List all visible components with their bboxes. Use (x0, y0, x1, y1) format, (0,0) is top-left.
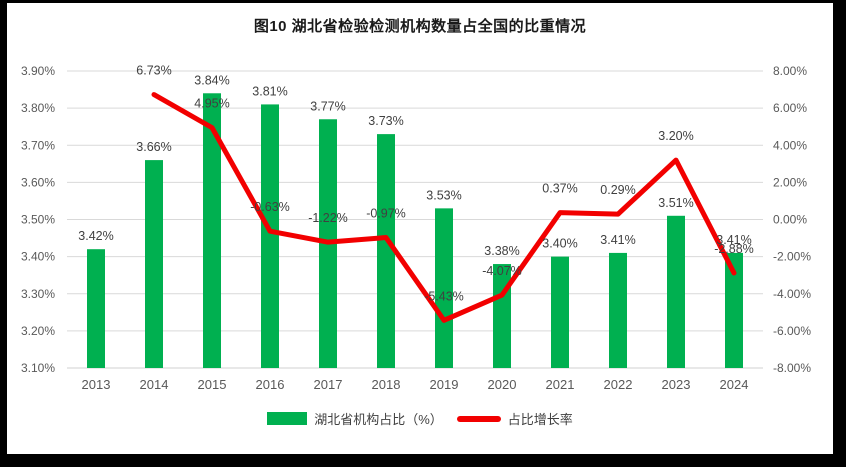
line-series-swatch-icon (456, 415, 501, 422)
right-axis-tick-label: -2.00% (773, 250, 811, 264)
bar (377, 134, 395, 368)
line-value-label: -4.07% (482, 264, 522, 278)
x-axis-year-label: 2021 (546, 377, 575, 392)
bar (609, 252, 627, 368)
right-axis-tick-label: 0.00% (773, 213, 807, 227)
chart-plot: 3.10% 3.20% 3.30% 3.40% 3.50% 3.60% 3.70% 3.80%… (21, 64, 811, 392)
bar-value-label: 3.84% (194, 73, 229, 87)
bar-series-swatch-icon (267, 412, 308, 425)
x-axis-year-label: 2016 (256, 377, 285, 392)
line-value-label: -1.22% (308, 211, 348, 225)
x-axis-year-label: 2020 (488, 377, 517, 392)
x-axis-year-label: 2017 (314, 377, 343, 392)
bar-value-label: 3.53% (426, 188, 461, 202)
bar-value-label: 3.77% (310, 99, 345, 113)
left-axis-tick-label: 3.90% (21, 64, 55, 78)
bar (551, 256, 569, 368)
line-value-label: -0.97% (366, 207, 406, 221)
x-axis-year-label: 2019 (430, 377, 459, 392)
x-axis-year-label: 2024 (720, 377, 749, 392)
bar (725, 252, 743, 368)
left-axis-tick-label: 3.30% (21, 287, 55, 301)
x-axis-year-label: 2023 (662, 377, 691, 392)
bar-value-label: 3.73% (368, 114, 403, 128)
right-axis-tick-label: 4.00% (773, 138, 807, 152)
bar (667, 215, 685, 368)
bar (435, 208, 453, 368)
x-axis-year-label: 2015 (198, 377, 227, 392)
bar (203, 93, 221, 369)
bar-value-label: 3.40% (542, 237, 577, 251)
bar-value-label: 3.42% (78, 229, 113, 243)
x-axis-year-label: 2022 (604, 377, 633, 392)
x-axis-year-label: 2013 (82, 377, 111, 392)
bar-value-label: 3.51% (658, 196, 693, 210)
line-value-label: 3.20% (658, 129, 693, 143)
bar (87, 249, 105, 368)
right-axis-tick-label: 2.00% (773, 175, 807, 189)
line-value-label: 4.95% (194, 97, 229, 111)
left-axis-tick-label: 3.70% (21, 138, 55, 152)
legend-item-bars: 湖北省机构占比（%） (267, 409, 443, 428)
legend-item-line: 占比增长率 (456, 409, 573, 428)
legend: 湖北省机构占比（%） 占比增长率 (7, 409, 833, 428)
growth-line (151, 92, 737, 323)
line-value-label: 0.29% (600, 183, 635, 197)
right-axis-tick-label: -6.00% (773, 324, 811, 338)
bar-value-label: 3.38% (484, 244, 519, 258)
bar-value-label: 3.66% (136, 140, 171, 154)
left-axis-tick-label: 3.50% (21, 213, 55, 227)
x-axis-year-label: 2014 (140, 377, 169, 392)
left-axis-tick-label: 3.40% (21, 250, 55, 264)
left-axis-tick-label: 3.10% (21, 361, 55, 375)
chart-title: 图10 湖北省检验检测机构数量占全国的比重情况 (253, 18, 587, 35)
right-axis-tick-label: -4.00% (773, 287, 811, 301)
bar-series-label: 湖北省机构占比（%） (314, 412, 443, 427)
left-axis-tick-label: 3.20% (21, 324, 55, 338)
right-axis-tick-label: -8.00% (773, 361, 811, 375)
line-value-label: -2.88% (714, 242, 754, 256)
line-value-label: 0.37% (542, 182, 577, 196)
bar (261, 104, 279, 368)
bar (493, 264, 511, 368)
left-axis-tick-label: 3.80% (21, 101, 55, 115)
line-series-label: 占比增长率 (507, 412, 573, 427)
right-axis-tick-label: 6.00% (773, 101, 807, 115)
x-axis-year-label: 2018 (372, 377, 401, 392)
bar-value-label: 3.81% (252, 84, 287, 98)
left-axis-tick-label: 3.60% (21, 175, 55, 189)
bar-value-label: 3.41% (716, 233, 751, 247)
right-axis-tick-label: 8.00% (773, 64, 807, 78)
bar (145, 160, 163, 368)
bar-value-label: 3.41% (600, 233, 635, 247)
line-value-label: 6.73% (136, 64, 171, 78)
line-value-label: -0.63% (250, 200, 290, 214)
line-value-label: -5.43% (424, 289, 464, 303)
